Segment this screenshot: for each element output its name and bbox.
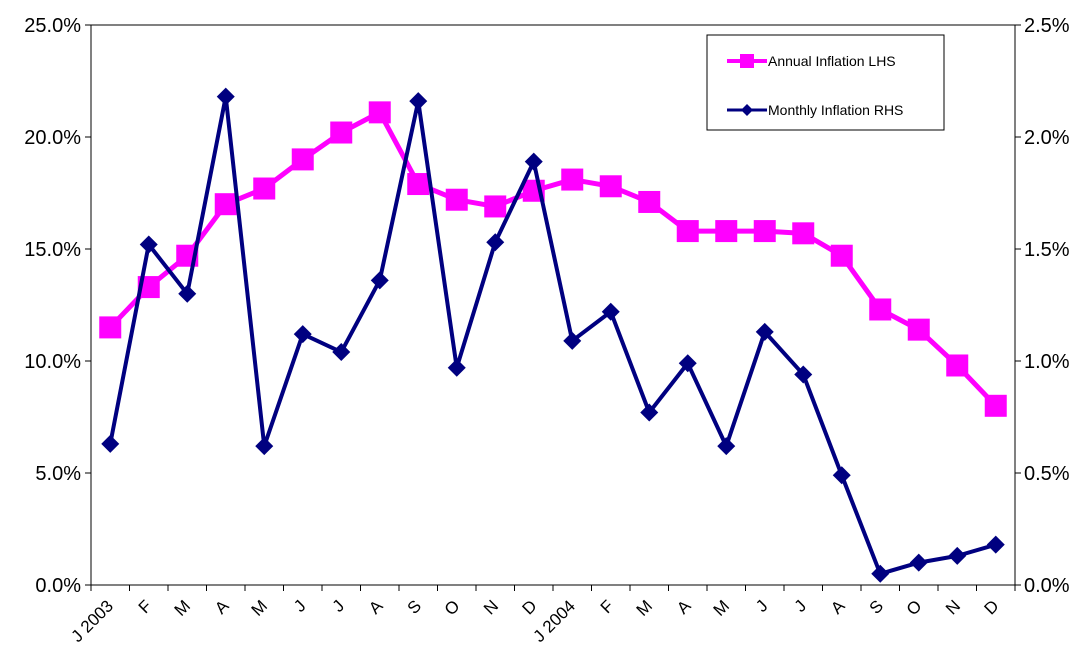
left-axis-tick-label: 25.0%	[24, 15, 81, 37]
left-axis-tick-label: 20.0%	[24, 127, 81, 149]
x-axis-category-label: A	[211, 596, 233, 618]
monthly-inflation-point	[563, 331, 582, 350]
x-axis-category-label: J	[791, 596, 810, 615]
legend-label: Monthly Inflation RHS	[768, 102, 903, 118]
annual-inflation-point	[330, 121, 353, 144]
monthly-inflation-point	[255, 437, 274, 456]
left-axis-tick-label: 0.0%	[35, 575, 81, 597]
monthly-inflation-point	[986, 535, 1005, 554]
annual-inflation-point	[753, 220, 776, 243]
monthly-inflation-point	[717, 437, 736, 456]
right-axis-tick-label: 0.0%	[1024, 575, 1070, 597]
legend-marker-diamond	[741, 104, 753, 116]
annual-inflation-point	[715, 220, 738, 243]
x-axis-category-label: J	[752, 596, 771, 615]
annual-inflation-point	[676, 220, 699, 243]
monthly-inflation-line	[108, 94, 997, 576]
monthly-inflation-point	[293, 325, 312, 344]
annual-inflation-point	[99, 316, 122, 339]
monthly-inflation-point	[755, 322, 774, 341]
monthly-inflation-point	[332, 343, 351, 362]
monthly-inflation-point	[447, 358, 466, 377]
x-axis-category-label: N	[942, 596, 964, 618]
annual-inflation-series	[99, 101, 1007, 417]
annual-inflation-point	[599, 175, 622, 198]
x-axis-category-label: J 2004	[530, 596, 580, 646]
monthly-inflation-point	[486, 233, 505, 252]
x-axis-category-label: S	[404, 596, 425, 617]
chart-legend: Annual Inflation LHS Monthly Inflation RH…	[706, 34, 945, 131]
monthly-inflation-point	[601, 302, 620, 321]
annual-inflation-point	[561, 168, 584, 191]
right-axis-tick-label: 1.0%	[1024, 351, 1070, 373]
chart-series	[99, 87, 1007, 583]
monthly-inflation-point	[832, 466, 851, 485]
monthly-inflation-point	[871, 564, 890, 583]
annual-inflation-point	[638, 190, 661, 213]
x-axis-category-label: D	[980, 596, 1002, 618]
x-axis-category-label: F	[597, 596, 618, 617]
right-axis-tick-label: 2.5%	[1024, 15, 1070, 37]
annual-inflation-point	[253, 177, 276, 200]
monthly-inflation-point	[409, 92, 428, 111]
x-axis-category-label: J	[329, 596, 348, 615]
annual-inflation-point	[445, 188, 468, 211]
monthly-inflation-point	[909, 553, 928, 572]
annual-inflation-point	[368, 101, 391, 124]
annual-inflation-point	[907, 318, 930, 341]
left-axis-tick-label: 15.0%	[24, 239, 81, 261]
annual-inflation-point	[407, 173, 430, 196]
left-axis-tick-label: 10.0%	[24, 351, 81, 373]
monthly-inflation-point	[178, 284, 197, 303]
annual-inflation-point	[869, 298, 892, 321]
annual-inflation-point	[830, 244, 853, 267]
annual-inflation-point	[214, 193, 237, 216]
x-axis-category-label: A	[827, 596, 849, 618]
legend-label: Annual Inflation LHS	[768, 53, 896, 69]
annual-inflation-point	[792, 222, 815, 245]
legend-entry: Annual Inflation LHS	[727, 53, 896, 69]
monthly-inflation-point	[101, 434, 120, 453]
x-axis-category-label: D	[518, 596, 540, 618]
x-axis-category-label: S	[866, 596, 887, 617]
annual-inflation-point	[946, 354, 969, 377]
x-axis-category-label: M	[710, 596, 733, 619]
x-axis-category-label: M	[633, 596, 656, 619]
x-axis-category-label: F	[135, 596, 156, 617]
legend-entry: Monthly Inflation RHS	[727, 102, 903, 118]
monthly-inflation-point	[640, 403, 659, 422]
x-axis-category-label: A	[673, 596, 695, 618]
x-axis-category-label: O	[903, 596, 926, 619]
monthly-inflation-point	[139, 235, 158, 254]
x-axis-category-label: J	[290, 596, 309, 615]
x-axis-category-label: N	[480, 596, 502, 618]
annual-inflation-point	[291, 148, 314, 171]
monthly-inflation-point	[678, 354, 697, 373]
legend-marker-square	[740, 54, 754, 68]
monthly-inflation-point	[524, 152, 543, 171]
monthly-inflation-point	[216, 87, 235, 106]
right-axis-tick-label: 2.0%	[1024, 127, 1070, 149]
x-axis-category-label: A	[365, 596, 387, 618]
monthly-inflation-series	[101, 87, 1005, 583]
right-axis-tick-label: 1.5%	[1024, 239, 1070, 261]
annual-inflation-point	[984, 394, 1007, 417]
right-axis-tick-label: 0.5%	[1024, 463, 1070, 485]
x-axis-category-label: J 2003	[68, 596, 118, 646]
left-axis-tick-label: 5.0%	[35, 463, 81, 485]
x-axis-category-label: M	[171, 596, 194, 619]
x-axis-category-label: M	[248, 596, 271, 619]
x-axis-category-label: O	[441, 596, 464, 619]
monthly-inflation-point	[948, 546, 967, 565]
annual-inflation-point	[484, 195, 507, 218]
monthly-inflation-point	[370, 271, 389, 290]
monthly-inflation-point	[794, 365, 813, 384]
